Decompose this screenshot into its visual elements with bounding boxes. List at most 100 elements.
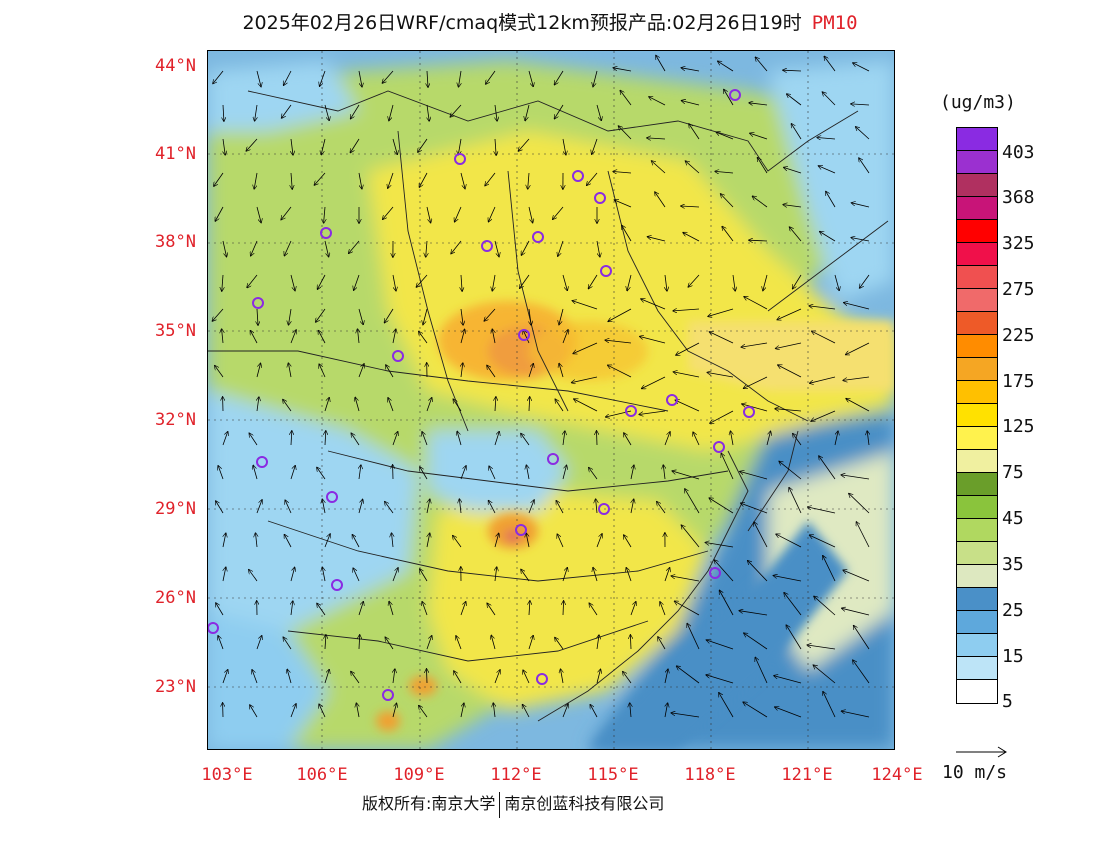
wind-arrow [451, 240, 462, 254]
wind-arrow [392, 568, 398, 582]
wind-arrow [676, 342, 700, 355]
wind-arrow [495, 397, 496, 412]
wind-arrow [495, 104, 497, 121]
wind-arrow [392, 138, 397, 154]
wind-arrow [222, 240, 227, 257]
colorbar-swatch [957, 450, 997, 473]
wind-arrow [807, 645, 836, 650]
wind-arrow [555, 70, 564, 85]
colorbar-swatch [957, 358, 997, 381]
wind-arrow [392, 703, 397, 718]
wind-arrow [823, 692, 836, 718]
wind-arrow [674, 372, 700, 378]
wind-arrow [755, 57, 768, 72]
wind-arrow [486, 70, 496, 84]
wind-arrow [253, 466, 258, 480]
wind-arrow [324, 240, 329, 257]
map-title: 2025年02月26日WRF/cmaq模式12km预报产品:02月26日19时 P… [0, 8, 1100, 35]
wind-arrow [743, 702, 768, 718]
wind-arrow [484, 308, 496, 321]
wind-arrow [317, 468, 326, 480]
wind-arrow [453, 536, 462, 548]
wind-arrow [681, 206, 700, 207]
wind-arrow [256, 533, 258, 548]
lat-label-44n: 44°N [155, 56, 196, 76]
wind-arrow [811, 410, 836, 421]
wind-arrow [589, 274, 598, 289]
wind-arrow [284, 70, 292, 85]
wind-arrow [349, 240, 360, 253]
wind-arrow [215, 366, 224, 378]
wind-arrow [492, 329, 495, 344]
wind-arrow [317, 604, 326, 616]
colorbar-swatch [957, 473, 997, 496]
wind-arrow [458, 138, 462, 155]
wind-arrow [722, 227, 734, 242]
wind-arrow [721, 454, 734, 480]
wind-arrow [215, 206, 224, 221]
wind-arrow [834, 274, 839, 290]
wind-arrow [562, 568, 567, 582]
wind-arrow [630, 635, 631, 650]
wind-arrow [851, 238, 870, 242]
wind-arrow [758, 158, 768, 174]
wind-arrow [744, 376, 768, 388]
wind-arrow [256, 364, 261, 378]
wind-arrow [596, 240, 600, 257]
wind-arrow [572, 376, 598, 383]
wind-arrow [784, 168, 802, 174]
wind-arrow [686, 161, 700, 174]
wind-arrow [665, 703, 668, 718]
wind-arrow [291, 172, 292, 189]
wind-arrow [528, 636, 533, 650]
wind-arrow [389, 104, 394, 121]
wind-arrow [454, 671, 462, 684]
pm10-concentration-field [208, 51, 894, 749]
wind-arrow [597, 635, 599, 650]
wind-arrow [316, 308, 326, 322]
wind-arrow [322, 499, 325, 514]
wind-arrow [741, 503, 768, 514]
wind-arrow [656, 56, 666, 72]
wind-arrow [822, 92, 836, 106]
wind-arrow [587, 172, 598, 185]
wind-arrow [720, 591, 734, 616]
wind-arrow [664, 432, 670, 446]
wind-arrow [290, 568, 295, 582]
wind-arrow [719, 693, 734, 718]
wind-arrow [358, 602, 363, 616]
wind-arrow [559, 364, 564, 378]
wind-arrow [693, 432, 700, 446]
colorbar-swatch [957, 197, 997, 220]
lat-label-32n: 32°N [155, 410, 196, 430]
wind-arrow [420, 467, 428, 480]
wind-arrow [493, 703, 495, 718]
wind-arrow [358, 500, 363, 514]
wind-arrow [826, 192, 836, 208]
wind-arrow [251, 240, 258, 256]
wind-arrow [731, 431, 734, 446]
colorbar [956, 127, 998, 704]
wind-arrow [672, 471, 700, 480]
wind-arrow [675, 400, 700, 412]
wind-arrow [521, 570, 530, 582]
wind-arrow [281, 206, 292, 220]
wind-arrow [222, 432, 228, 446]
wind-arrow [623, 672, 632, 684]
wind-arrow [392, 432, 398, 446]
wind-arrow [834, 431, 838, 446]
wind-arrow [823, 556, 836, 582]
wind-arrow [287, 670, 292, 684]
wind-arrow [289, 308, 292, 325]
wind-arrow [593, 568, 598, 582]
wind-arrow [573, 342, 598, 354]
colorbar-label: 25 [1002, 600, 1024, 621]
wind-arrow [214, 172, 224, 186]
wind-arrow [255, 104, 257, 121]
wind-arrow [246, 138, 258, 151]
wind-arrow [733, 274, 735, 291]
lat-label-29n: 29°N [155, 499, 196, 519]
wind-arrow [386, 365, 394, 378]
wind-arrow [457, 432, 462, 446]
wind-arrow [222, 670, 228, 684]
